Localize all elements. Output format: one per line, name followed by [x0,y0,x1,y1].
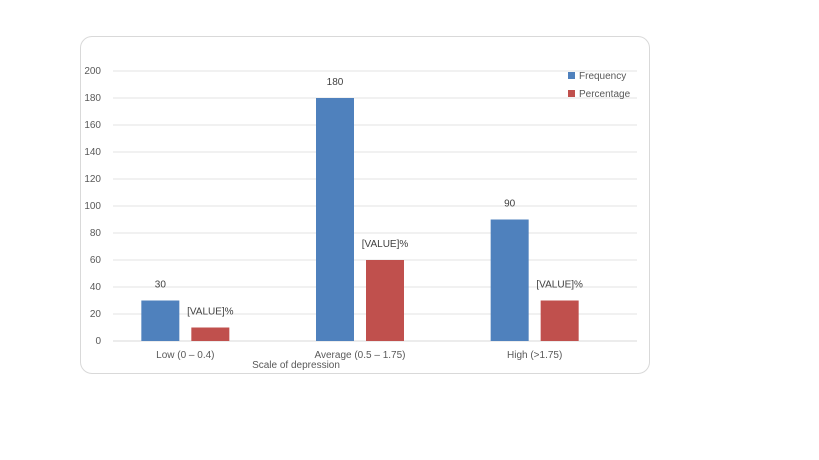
x-tick-label: Average (0.5 – 1.75) [315,350,406,361]
data-label: 90 [504,199,516,210]
y-tick-label: 100 [84,201,101,212]
y-tick-label: 160 [84,120,101,131]
bar-percentage-0 [191,327,230,341]
legend-label-frequency: Frequency [579,71,626,82]
y-tick-label: 140 [84,147,101,158]
bar-percentage-2 [540,300,579,341]
data-label: 30 [155,280,167,291]
y-tick-label: 120 [84,174,101,185]
y-tick-label: 80 [90,228,102,239]
bar-frequency-1 [316,98,354,341]
bar-percentage-1 [366,260,404,341]
y-tick-label: 0 [95,336,101,347]
y-tick-label: 180 [84,93,101,104]
legend-swatch-frequency [568,72,575,79]
bar-frequency-2 [490,219,529,341]
data-label: 180 [327,77,344,88]
bar-frequency-0 [141,300,180,341]
data-label: [VALUE]% [536,280,583,291]
y-tick-label: 40 [90,282,102,293]
data-label: [VALUE]% [187,307,234,318]
x-axis-title: Scale of depression [252,360,340,371]
legend-label-percentage: Percentage [579,89,631,100]
data-label: [VALUE]% [362,239,409,250]
y-tick-label: 200 [84,66,101,77]
y-tick-label: 20 [90,309,102,320]
legend-swatch-percentage [568,90,575,97]
x-tick-label: Low (0 – 0.4) [156,350,214,361]
x-tick-label: High (>1.75) [507,350,562,361]
y-tick-label: 60 [90,255,102,266]
